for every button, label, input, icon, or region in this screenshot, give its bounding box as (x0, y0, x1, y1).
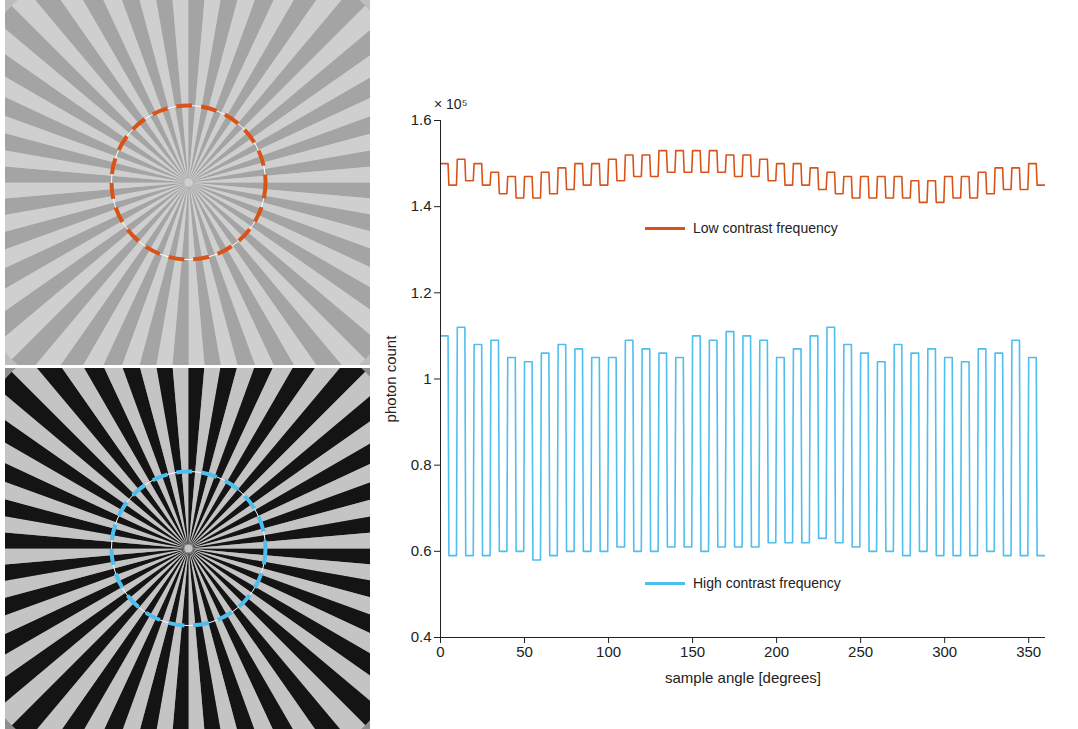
svg-text:350: 350 (1016, 643, 1041, 660)
svg-text:300: 300 (932, 643, 957, 660)
svg-text:200: 200 (764, 643, 789, 660)
svg-text:photon count: photon count (382, 335, 399, 423)
svg-text:0.4: 0.4 (411, 628, 432, 645)
html-text:× 10⁵: × 10⁵ (434, 96, 468, 112)
svg-text:0: 0 (436, 643, 444, 660)
svg-text:150: 150 (680, 643, 705, 660)
html-text:High contrast frequency: High contrast frequency (693, 575, 841, 591)
svg-text:1: 1 (423, 370, 431, 387)
svg-text:1.2: 1.2 (411, 284, 432, 301)
svg-text:1.4: 1.4 (411, 197, 432, 214)
svg-text:100: 100 (596, 643, 621, 660)
svg-text:0.6: 0.6 (411, 542, 432, 559)
html-text:Low contrast frequency: Low contrast frequency (693, 220, 838, 236)
svg-text:1.6: 1.6 (411, 111, 432, 128)
svg-text:250: 250 (848, 643, 873, 660)
svg-text:sample angle [degrees]: sample angle [degrees] (665, 669, 821, 686)
svg-text:0.8: 0.8 (411, 456, 432, 473)
svg-text:50: 50 (516, 643, 533, 660)
